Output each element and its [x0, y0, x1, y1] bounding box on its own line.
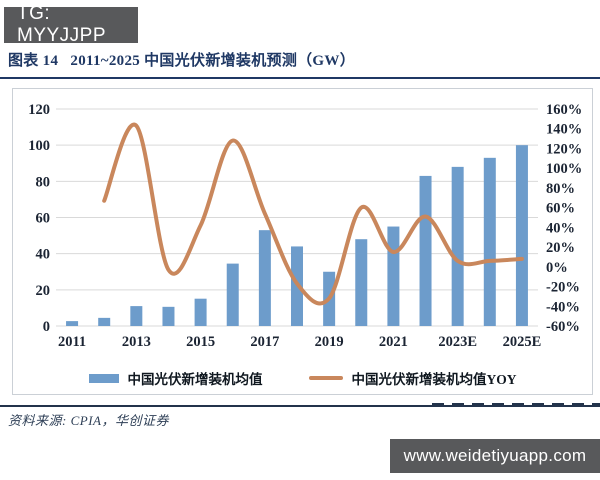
tg-badge-label: TG: MYYJJPP: [17, 3, 107, 46]
tg-badge: TG: MYYJJPP: [4, 3, 138, 46]
title-divider: [0, 77, 600, 79]
figure-title: 图表 14 2011~2025 中国光伏新增装机预测（GW）: [8, 53, 355, 69]
chart-container: 0 20 40 60 80 100 120 -60% -40% -20% 0% 20% 40% 60% 80…: [12, 88, 593, 395]
left-axis-tick: 80: [36, 174, 51, 190]
footer-divider: [0, 405, 600, 407]
x-axis-tick: 2021: [379, 334, 408, 350]
bar-2011: [66, 321, 79, 326]
left-axis-tick: 100: [28, 138, 50, 154]
bar-2015: [194, 298, 207, 326]
watermark-badge: www.weidetiyuapp.com: [390, 439, 600, 473]
right-axis-tick: 140%: [546, 122, 582, 138]
bar-2014: [162, 306, 175, 326]
legend-spacer: [272, 378, 300, 379]
right-axis-tick: 120%: [546, 141, 582, 157]
legend: 中国光伏新增装机均值 中国光伏新增装机均值YOY: [13, 368, 592, 388]
bar-2016: [226, 263, 239, 326]
bar-2013: [130, 306, 143, 326]
source-note: 资料来源: CPIA，华创证券: [8, 413, 169, 428]
x-axis-tick: 2013: [122, 334, 151, 350]
yoy-line: [102, 122, 524, 306]
x-axis-tick: 2011: [58, 334, 86, 350]
right-axis-tick: 100%: [546, 161, 582, 177]
right-axis-tick: 40%: [546, 220, 575, 236]
legend-bar-swatch: [88, 373, 119, 383]
x-axis-tick: 2023E: [438, 334, 477, 350]
right-axis-tick: 80%: [546, 181, 575, 197]
right-axis-tick: 20%: [546, 240, 575, 256]
bar-2023E: [451, 166, 464, 326]
chart-svg: 0 20 40 60 80 100 120 -60% -40% -20% 0% 20% 40% 60% 80…: [28, 102, 582, 350]
right-axis-tick: 160%: [546, 102, 582, 118]
x-axis-tick: 2025E: [503, 334, 542, 350]
legend-bar-label: 中国光伏新增装机均值: [127, 372, 263, 387]
legend-line-swatch: [308, 376, 343, 380]
legend-line-label: 中国光伏新增装机均值YOY: [351, 372, 517, 387]
x-axis-tick: 2019: [315, 334, 344, 350]
left-axis-tick: 20: [36, 283, 51, 299]
x-axis-tick: 2017: [250, 334, 279, 350]
footer-divider-dashes: [432, 403, 600, 407]
right-axis-tick: -60%: [546, 319, 580, 335]
right-axis-tick: 0%: [546, 260, 568, 276]
x-axis-tick: 2015: [186, 334, 215, 350]
bar-2020: [355, 239, 368, 326]
right-axis-tick: -40%: [546, 299, 580, 315]
left-axis-tick: 40: [36, 247, 51, 263]
left-axis-tick: 60: [36, 211, 51, 227]
right-axis-tick: 60%: [546, 201, 575, 217]
right-axis-tick: -20%: [546, 280, 580, 296]
bar-2017: [258, 230, 271, 326]
bar-2012: [98, 317, 111, 326]
left-axis-tick: 120: [28, 102, 50, 118]
bar-2024E: [483, 157, 496, 326]
bar-2021: [387, 226, 400, 326]
left-axis-tick: 0: [43, 319, 50, 335]
bar-2022: [419, 175, 432, 326]
bar-2025E: [515, 145, 528, 326]
